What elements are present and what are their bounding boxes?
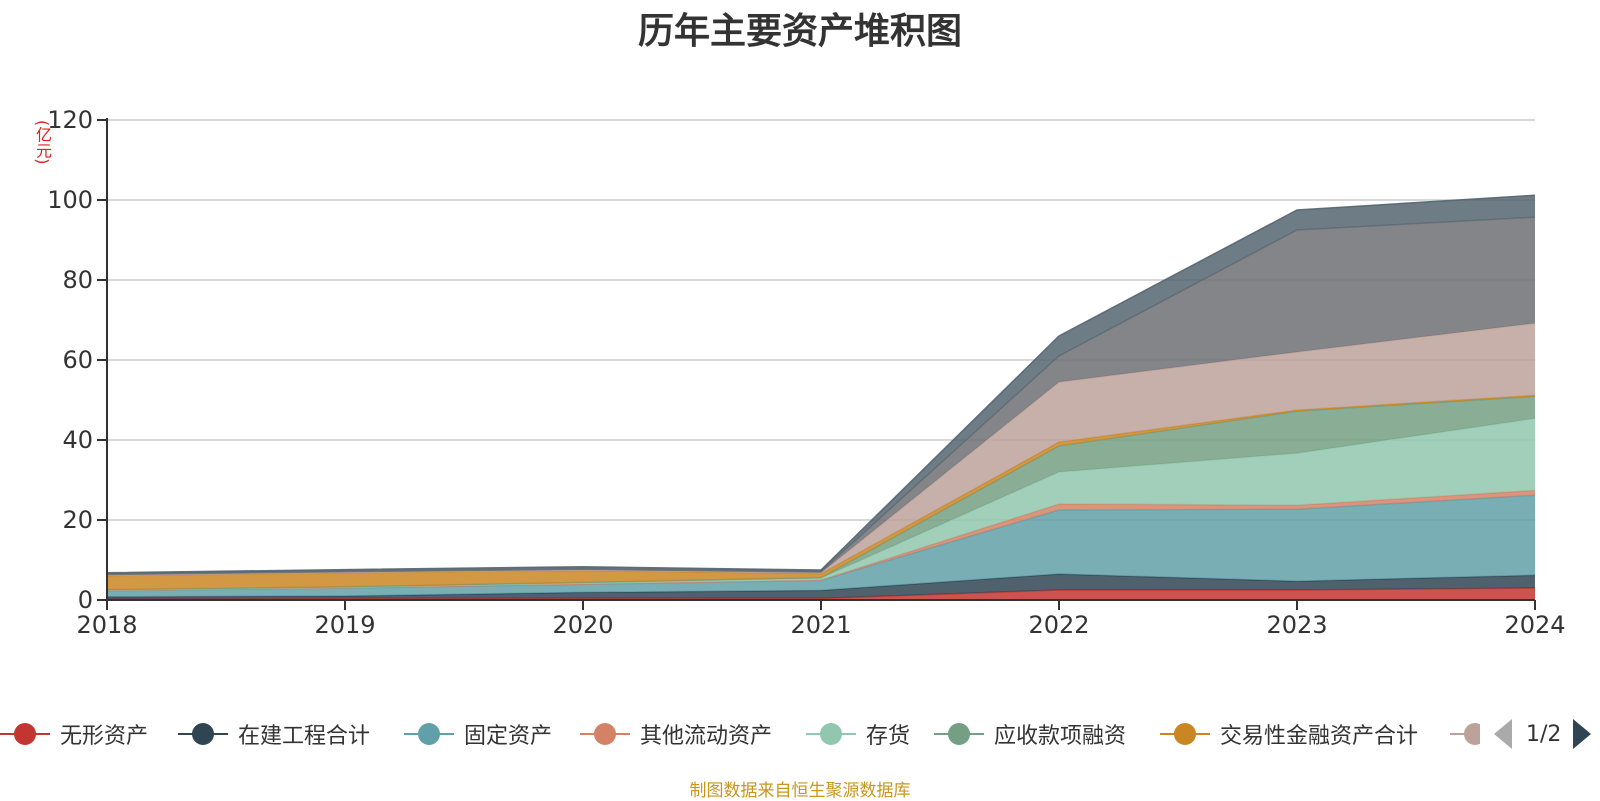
area-series-0 bbox=[107, 588, 1535, 600]
legend-marker-icon bbox=[580, 722, 630, 746]
legend-page-indicator: 1/2 bbox=[1526, 721, 1562, 747]
area-series-4 bbox=[107, 418, 1535, 591]
legend-label: 固定资产 bbox=[464, 724, 553, 749]
legend-marker-icon bbox=[178, 722, 228, 746]
legend-label: 无形资产 bbox=[60, 724, 149, 749]
y-tick-label: 120 bbox=[47, 106, 93, 134]
x-tick-label: 2022 bbox=[1028, 611, 1089, 639]
legend-label: 存货 bbox=[866, 724, 911, 749]
x-tick-label: 2019 bbox=[314, 611, 375, 639]
x-tick-label: 2023 bbox=[1266, 611, 1327, 639]
area-series-5 bbox=[107, 396, 1535, 590]
legend-label: 在建工程合计 bbox=[238, 724, 371, 749]
area-series-9 bbox=[107, 195, 1535, 574]
area-series bbox=[106, 194, 1536, 600]
data-source-note: 制图数据来自恒生聚源数据库 bbox=[689, 781, 911, 801]
legend-item[interactable]: 其他流动资产 bbox=[580, 712, 772, 756]
legend-label: 交易性金融资产合计 bbox=[1220, 724, 1419, 749]
legend-label: 其他流动资产 bbox=[640, 724, 773, 749]
x-tick-labels: 2018 2019 2020 2021 2022 2023 2024 bbox=[76, 611, 1565, 639]
area-series-7 bbox=[107, 323, 1535, 576]
y-tick-label: 40 bbox=[62, 426, 93, 454]
y-tick-label: 60 bbox=[62, 346, 93, 374]
x-tick-label: 2024 bbox=[1504, 611, 1565, 639]
legend-marker-icon bbox=[934, 722, 984, 746]
legend-marker-icon bbox=[1160, 722, 1210, 746]
legend: 无形资产 在建工程合计 固定资产 其他流动资产 存货 应收款项融资 交易性金融资产合计 bbox=[0, 712, 1480, 756]
legend-next-icon[interactable] bbox=[1573, 719, 1592, 749]
chart-canvas: 0 20 40 60 80 100 120 2018 2019 2020 2021 2022 2023… bbox=[47, 106, 1565, 639]
legend-prev-icon[interactable] bbox=[1494, 719, 1512, 749]
y-tick-label: 20 bbox=[62, 506, 93, 534]
series-line-9 bbox=[106, 194, 1536, 574]
legend-item[interactable]: 交易性金融资产合计 bbox=[1160, 712, 1418, 756]
y-tick-label: 100 bbox=[47, 186, 93, 214]
y-tick-label: 80 bbox=[62, 266, 93, 294]
area-series-2 bbox=[107, 495, 1535, 597]
chart-title: 历年主要资产堆积图 bbox=[637, 11, 962, 52]
y-axis-unit: (亿元) bbox=[33, 120, 52, 165]
axes bbox=[97, 118, 1536, 610]
legend-item[interactable]: 无形资产 bbox=[0, 712, 148, 756]
y-tick-labels: 0 20 40 60 80 100 120 bbox=[47, 106, 93, 614]
x-tick-label: 2021 bbox=[790, 611, 851, 639]
legend-item-partial[interactable] bbox=[1450, 712, 1480, 756]
legend-marker-icon bbox=[0, 722, 50, 746]
legend-marker-icon bbox=[1450, 722, 1480, 746]
area-series-1 bbox=[107, 574, 1535, 599]
area-series-8 bbox=[107, 217, 1535, 576]
legend-marker-icon bbox=[806, 722, 856, 746]
x-tick-label: 2018 bbox=[76, 611, 137, 639]
legend-item[interactable]: 应收款项融资 bbox=[934, 712, 1126, 756]
x-tick-label: 2020 bbox=[552, 611, 613, 639]
legend-label: 应收款项融资 bbox=[994, 724, 1127, 749]
y-tick-label: 0 bbox=[78, 586, 93, 614]
legend-item[interactable]: 在建工程合计 bbox=[178, 712, 370, 756]
area-series-3 bbox=[107, 490, 1535, 591]
legend-item[interactable]: 存货 bbox=[806, 712, 910, 756]
legend-pager: 1/2 bbox=[1494, 712, 1600, 756]
legend-item[interactable]: 固定资产 bbox=[404, 712, 552, 756]
legend-marker-icon bbox=[404, 722, 454, 746]
